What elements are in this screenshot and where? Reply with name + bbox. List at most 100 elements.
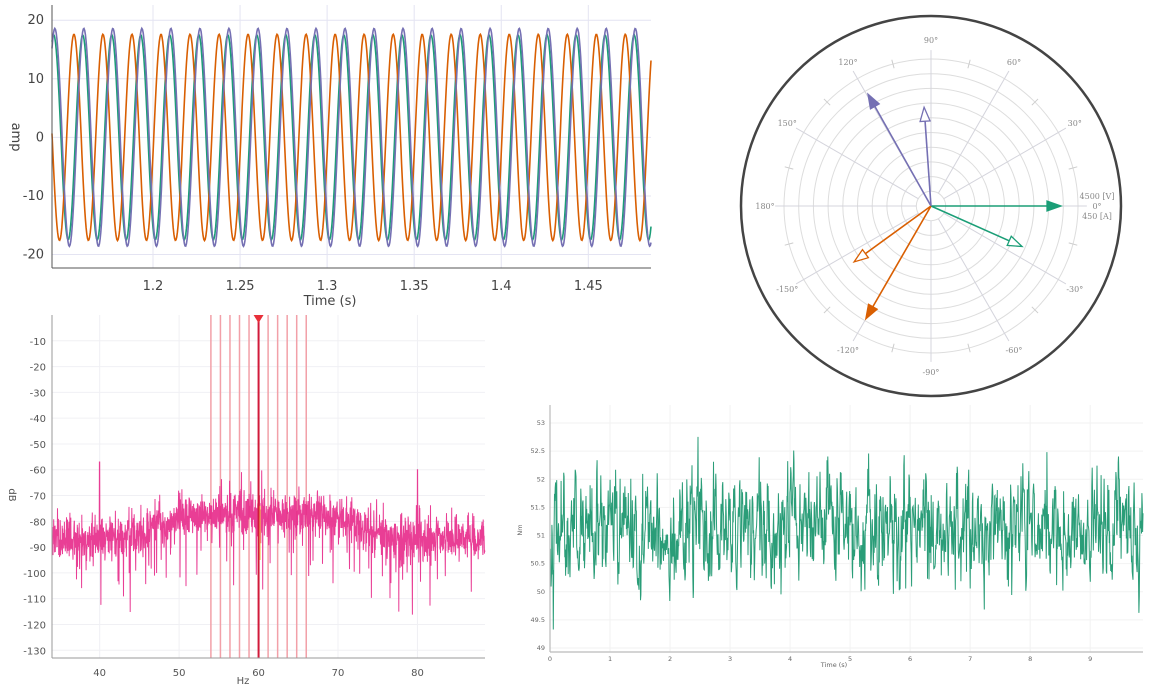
y-tick-label: 49.5	[531, 616, 545, 624]
polar-minor-tick	[823, 98, 831, 106]
phasor-voltage-a	[931, 200, 1063, 212]
angle-label: 150°	[778, 119, 797, 128]
angle-label: 0°	[1092, 202, 1101, 211]
polar-minor-tick	[784, 242, 794, 246]
waveform-y-label: amp	[8, 123, 23, 152]
y-tick-label: -10	[30, 337, 46, 348]
x-tick-label: 1.45	[574, 279, 603, 294]
current-scale-label: 450 [A]	[1082, 212, 1112, 221]
x-tick-label: 1.35	[400, 279, 429, 294]
y-tick-label: 10	[27, 72, 44, 87]
y-tick-label: 52.5	[531, 447, 545, 455]
arrowhead-icon	[919, 105, 932, 123]
y-tick-label: -90	[30, 543, 46, 554]
x-tick-label: 1.25	[226, 279, 255, 294]
waveform-phase-c	[51, 26, 652, 248]
x-tick-label: 3	[728, 655, 732, 663]
phasor-angle-labels: 0° 30° 60° 90° 120° 150° 180° -150° -120° -90° -60…	[755, 36, 1101, 377]
x-tick-label: 4	[788, 655, 792, 663]
y-tick-label: 49	[537, 644, 545, 652]
angle-label: -120°	[837, 346, 859, 355]
phasor-shaft	[924, 121, 932, 207]
x-tick-label: 5	[848, 655, 852, 663]
x-tick-label: 2	[668, 655, 672, 663]
polar-minor-tick	[1031, 306, 1039, 314]
waveform-series	[51, 26, 652, 248]
phasor-voltage-c	[867, 92, 932, 207]
polar-minor-tick	[1031, 98, 1039, 106]
y-tick-label: -110	[23, 595, 46, 606]
x-tick-label: 6	[908, 655, 912, 663]
arrowhead-icon	[864, 303, 879, 321]
torque-series	[549, 436, 1144, 630]
y-tick-label: 20	[27, 13, 44, 28]
spectrum-chart: 40 50 60 70 80 -10 -20 -30 -40 -50 -60 -70 -80 -90 -10…	[6, 315, 486, 687]
torque-chart: 0 1 2 3 4 5 6 7 8 9 49 49.5 50 50.5 51 51.5 52 52.5 53 Tim…	[516, 405, 1144, 669]
phasor-current-a	[930, 205, 1024, 248]
phasor-shaft	[874, 105, 932, 207]
angle-label: -90°	[923, 368, 940, 377]
y-tick-label: -80	[30, 517, 46, 528]
phasor-current-b	[852, 205, 932, 264]
y-tick-label: -30	[30, 388, 46, 399]
polar-minor-tick	[1068, 242, 1078, 246]
x-tick-label: 1	[608, 655, 612, 663]
waveform-phase-b	[51, 32, 652, 243]
phasor-shaft	[872, 205, 932, 308]
y-tick-label: 50.5	[531, 560, 545, 568]
angle-label: 90°	[924, 36, 938, 45]
polar-minor-tick	[823, 306, 831, 314]
polar-spoke	[943, 212, 1067, 285]
spectrum-marker[interactable]	[253, 315, 264, 658]
spectrum-ticks: 40 50 60 70 80 -10 -20 -30 -40 -50 -60 -70 -80 -90 -10…	[23, 337, 424, 679]
x-tick-label: 9	[1088, 655, 1092, 663]
phasor-shaft	[930, 205, 1010, 242]
spectrum-x-label: Hz	[237, 676, 250, 687]
y-tick-label: 53	[537, 419, 545, 427]
waveform-phase-a	[51, 33, 652, 242]
phasor-shaft	[864, 205, 932, 255]
polar-minor-tick	[784, 166, 794, 170]
arrowhead-icon	[867, 92, 881, 110]
angle-label: -60°	[1006, 346, 1023, 355]
arrowhead-icon	[852, 248, 870, 264]
polar-spoke	[943, 127, 1067, 200]
x-tick-label: 80	[411, 668, 424, 679]
spectrum-y-label: dB	[6, 488, 17, 501]
y-tick-label: 51.5	[531, 503, 545, 511]
y-tick-label: 0	[36, 130, 44, 145]
waveform-chart: 1.2 1.25 1.3 1.35 1.4 1.45 -20 -10 0 10 20 Time (s…	[8, 5, 652, 309]
marker-triangle-icon	[253, 315, 264, 323]
polar-spoke	[795, 212, 919, 285]
y-tick-label: -100	[23, 569, 46, 580]
angle-label: 30°	[1068, 119, 1082, 128]
x-tick-label: 40	[93, 668, 106, 679]
x-tick-label: 1.4	[491, 279, 512, 294]
phasor-current-c	[919, 105, 932, 207]
angle-label: -30°	[1066, 285, 1083, 294]
y-tick-label: 51	[537, 532, 545, 540]
arrowhead-icon	[1046, 200, 1063, 212]
x-tick-label: 1.2	[143, 279, 164, 294]
angle-label: 180°	[755, 202, 774, 211]
polar-spoke	[937, 70, 1010, 194]
y-tick-label: -60	[30, 466, 46, 477]
polar-spoke	[937, 218, 1010, 342]
arrowhead-icon	[1006, 235, 1024, 248]
y-tick-label: -130	[23, 646, 46, 657]
x-tick-label: 60	[252, 668, 265, 679]
angle-label: 120°	[838, 58, 857, 67]
torque-x-label: Time (s)	[820, 661, 847, 669]
torque-grid	[549, 405, 1143, 652]
y-tick-label: -20	[30, 363, 46, 374]
y-tick-label: -120	[23, 620, 46, 631]
polar-minor-tick	[891, 59, 895, 69]
x-tick-label: 8	[1028, 655, 1032, 663]
spectrum-series	[51, 461, 486, 615]
y-tick-label: 52	[537, 475, 545, 483]
y-tick-label: -70	[30, 492, 46, 503]
phasor-chart: 0° 30° 60° 90° 120° 150° 180° -150° -120° -90° -60…	[739, 14, 1123, 398]
polar-minor-tick	[891, 343, 895, 353]
y-tick-label: -40	[30, 414, 46, 425]
